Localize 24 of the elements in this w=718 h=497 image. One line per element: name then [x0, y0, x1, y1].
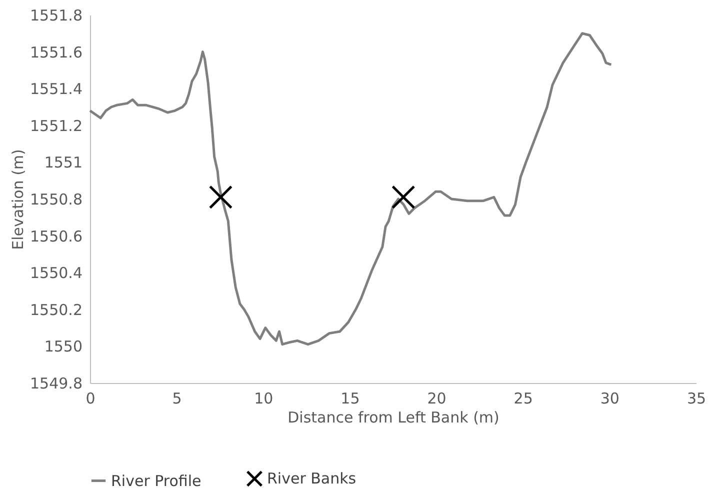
- x-tick-label: 20: [427, 390, 446, 408]
- y-tick-label: 1550.2: [30, 300, 82, 319]
- y-tick-label: 1551: [44, 154, 82, 172]
- x-tick-label: 0: [86, 390, 96, 408]
- y-tick-label: 1550.4: [30, 264, 82, 282]
- x-tick-label: 5: [172, 390, 182, 408]
- y-tick-label: 1550.8: [30, 190, 82, 208]
- y-tick-label: 1551.2: [30, 116, 82, 135]
- x-tick-label: 30: [600, 390, 620, 408]
- x-tick-label: 10: [254, 390, 274, 408]
- y-tick-label: 1550.6: [30, 227, 82, 246]
- legend-label: River Banks: [267, 470, 356, 488]
- y-tick-label: 1551.6: [30, 43, 82, 62]
- y-tick-label: 1551.8: [30, 6, 82, 24]
- y-tick-label: 1550: [44, 338, 82, 356]
- y-axis-title: Elevation (m): [9, 149, 28, 250]
- x-tick-label: 35: [686, 390, 706, 408]
- y-tick-label: 1549.8: [30, 374, 82, 392]
- x-tick-label: 15: [340, 390, 360, 408]
- x-axis-title: Distance from Left Bank (m): [288, 408, 500, 426]
- legend-label: River Profile: [111, 472, 202, 490]
- line-series: [88, 32, 612, 346]
- y-tick-label: 1551.4: [30, 80, 82, 98]
- x-tick-label: 25: [514, 390, 533, 408]
